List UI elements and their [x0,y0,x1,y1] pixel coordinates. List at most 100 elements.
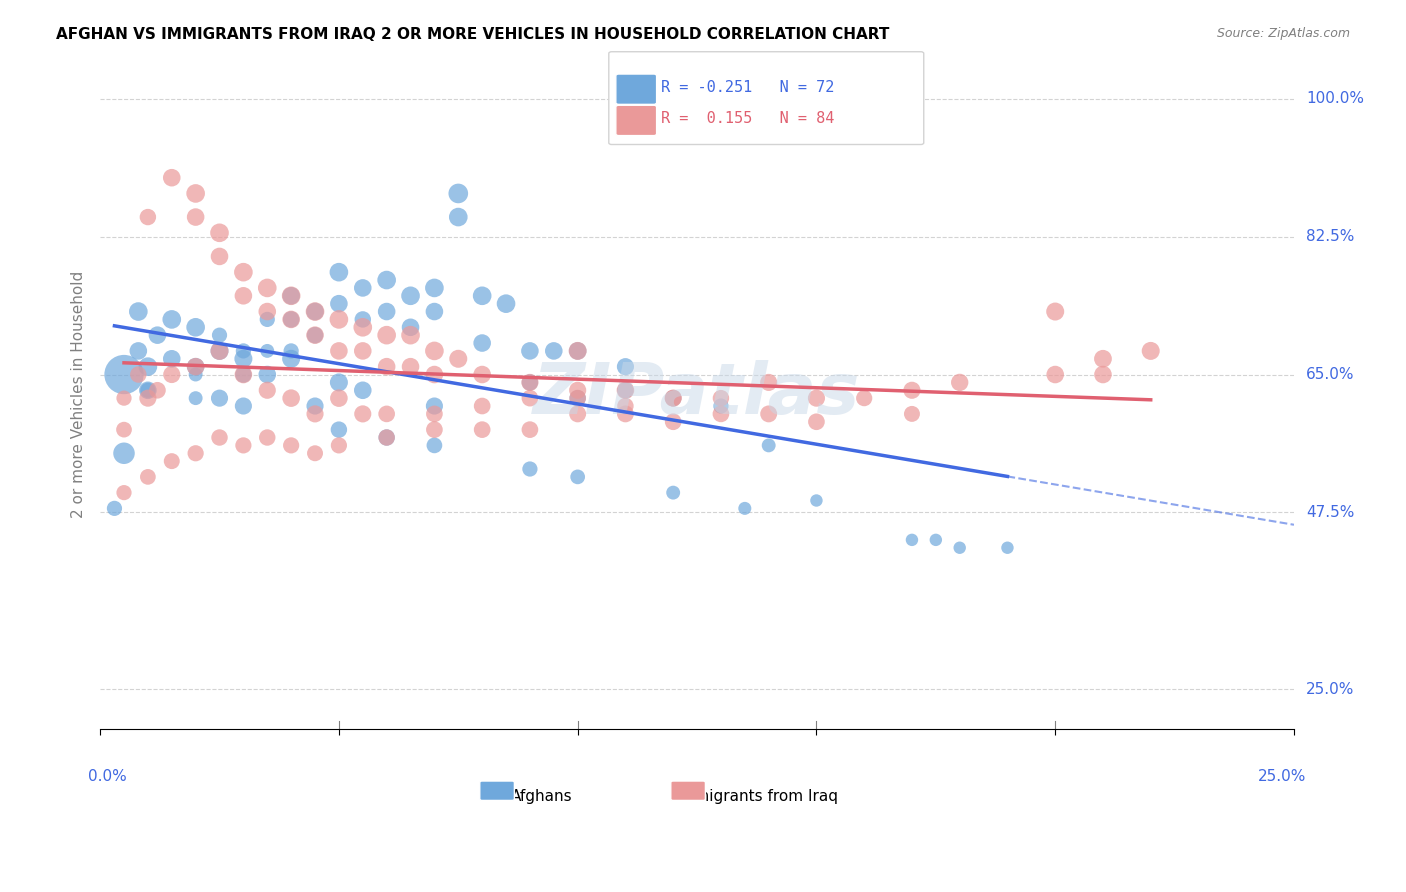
Point [495,296,517,310]
Point [208,391,231,405]
Point [853,391,876,405]
Point [160,454,183,468]
Point [949,376,972,390]
Point [567,343,589,358]
Point [399,320,422,334]
Point [662,485,685,500]
Point [567,391,589,405]
Point [352,343,374,358]
Point [232,368,254,382]
Point [710,407,733,421]
Point [471,336,494,351]
Point [256,343,278,358]
Point [567,343,589,358]
Point [399,359,422,374]
Point [1091,368,1114,382]
Point [146,384,169,398]
Point [375,328,398,343]
Point [304,304,326,318]
Point [280,312,302,326]
Point [232,265,254,279]
Point [136,384,159,398]
Point [734,501,756,516]
Point [567,384,589,398]
Point [112,485,135,500]
Point [328,296,350,310]
Point [232,289,254,303]
Text: R =  0.155   N = 84: R = 0.155 N = 84 [661,112,834,126]
Point [304,304,326,318]
Point [423,304,446,318]
Point [328,423,350,437]
Point [352,407,374,421]
Point [208,249,231,263]
Point [519,376,541,390]
Point [127,304,149,318]
Point [160,312,183,326]
Point [256,384,278,398]
Point [232,438,254,452]
Point [328,265,350,279]
Point [519,423,541,437]
Point [614,359,637,374]
Point [352,320,374,334]
Point [423,399,446,413]
Point [925,533,948,547]
Point [256,368,278,382]
Point [567,407,589,421]
Point [806,493,828,508]
Point [127,368,149,382]
Text: Afghans: Afghans [510,789,572,804]
Point [208,328,231,343]
Text: 82.5%: 82.5% [1306,229,1354,244]
Point [280,351,302,366]
Point [543,343,565,358]
Point [184,368,207,382]
Point [1045,304,1067,318]
Point [160,170,183,185]
Point [352,312,374,326]
Point [146,328,169,343]
Text: ZIPatlas: ZIPatlas [533,359,860,429]
Text: AFGHAN VS IMMIGRANTS FROM IRAQ 2 OR MORE VEHICLES IN HOUSEHOLD CORRELATION CHART: AFGHAN VS IMMIGRANTS FROM IRAQ 2 OR MORE… [56,27,890,42]
Point [901,407,924,421]
Point [471,423,494,437]
Point [423,368,446,382]
Point [375,359,398,374]
Point [208,226,231,240]
Point [256,304,278,318]
Point [423,281,446,295]
Point [208,343,231,358]
Point [423,438,446,452]
Point [136,384,159,398]
Point [280,438,302,452]
Y-axis label: 2 or more Vehicles in Household: 2 or more Vehicles in Household [72,270,86,518]
Point [399,328,422,343]
Point [614,399,637,413]
Point [112,446,135,460]
Point [1045,368,1067,382]
Point [375,430,398,444]
Point [1139,343,1161,358]
Point [328,376,350,390]
Point [256,281,278,295]
Point [471,368,494,382]
Text: 25.0%: 25.0% [1306,682,1354,697]
Point [232,351,254,366]
Point [328,343,350,358]
Point [519,391,541,405]
Point [423,423,446,437]
Point [328,391,350,405]
Point [806,391,828,405]
Point [280,289,302,303]
Point [304,328,326,343]
Point [136,359,159,374]
Point [112,368,135,382]
Point [614,384,637,398]
Point [399,289,422,303]
Point [280,343,302,358]
Point [136,470,159,484]
Point [280,391,302,405]
Point [567,391,589,405]
Text: 100.0%: 100.0% [1306,92,1364,106]
